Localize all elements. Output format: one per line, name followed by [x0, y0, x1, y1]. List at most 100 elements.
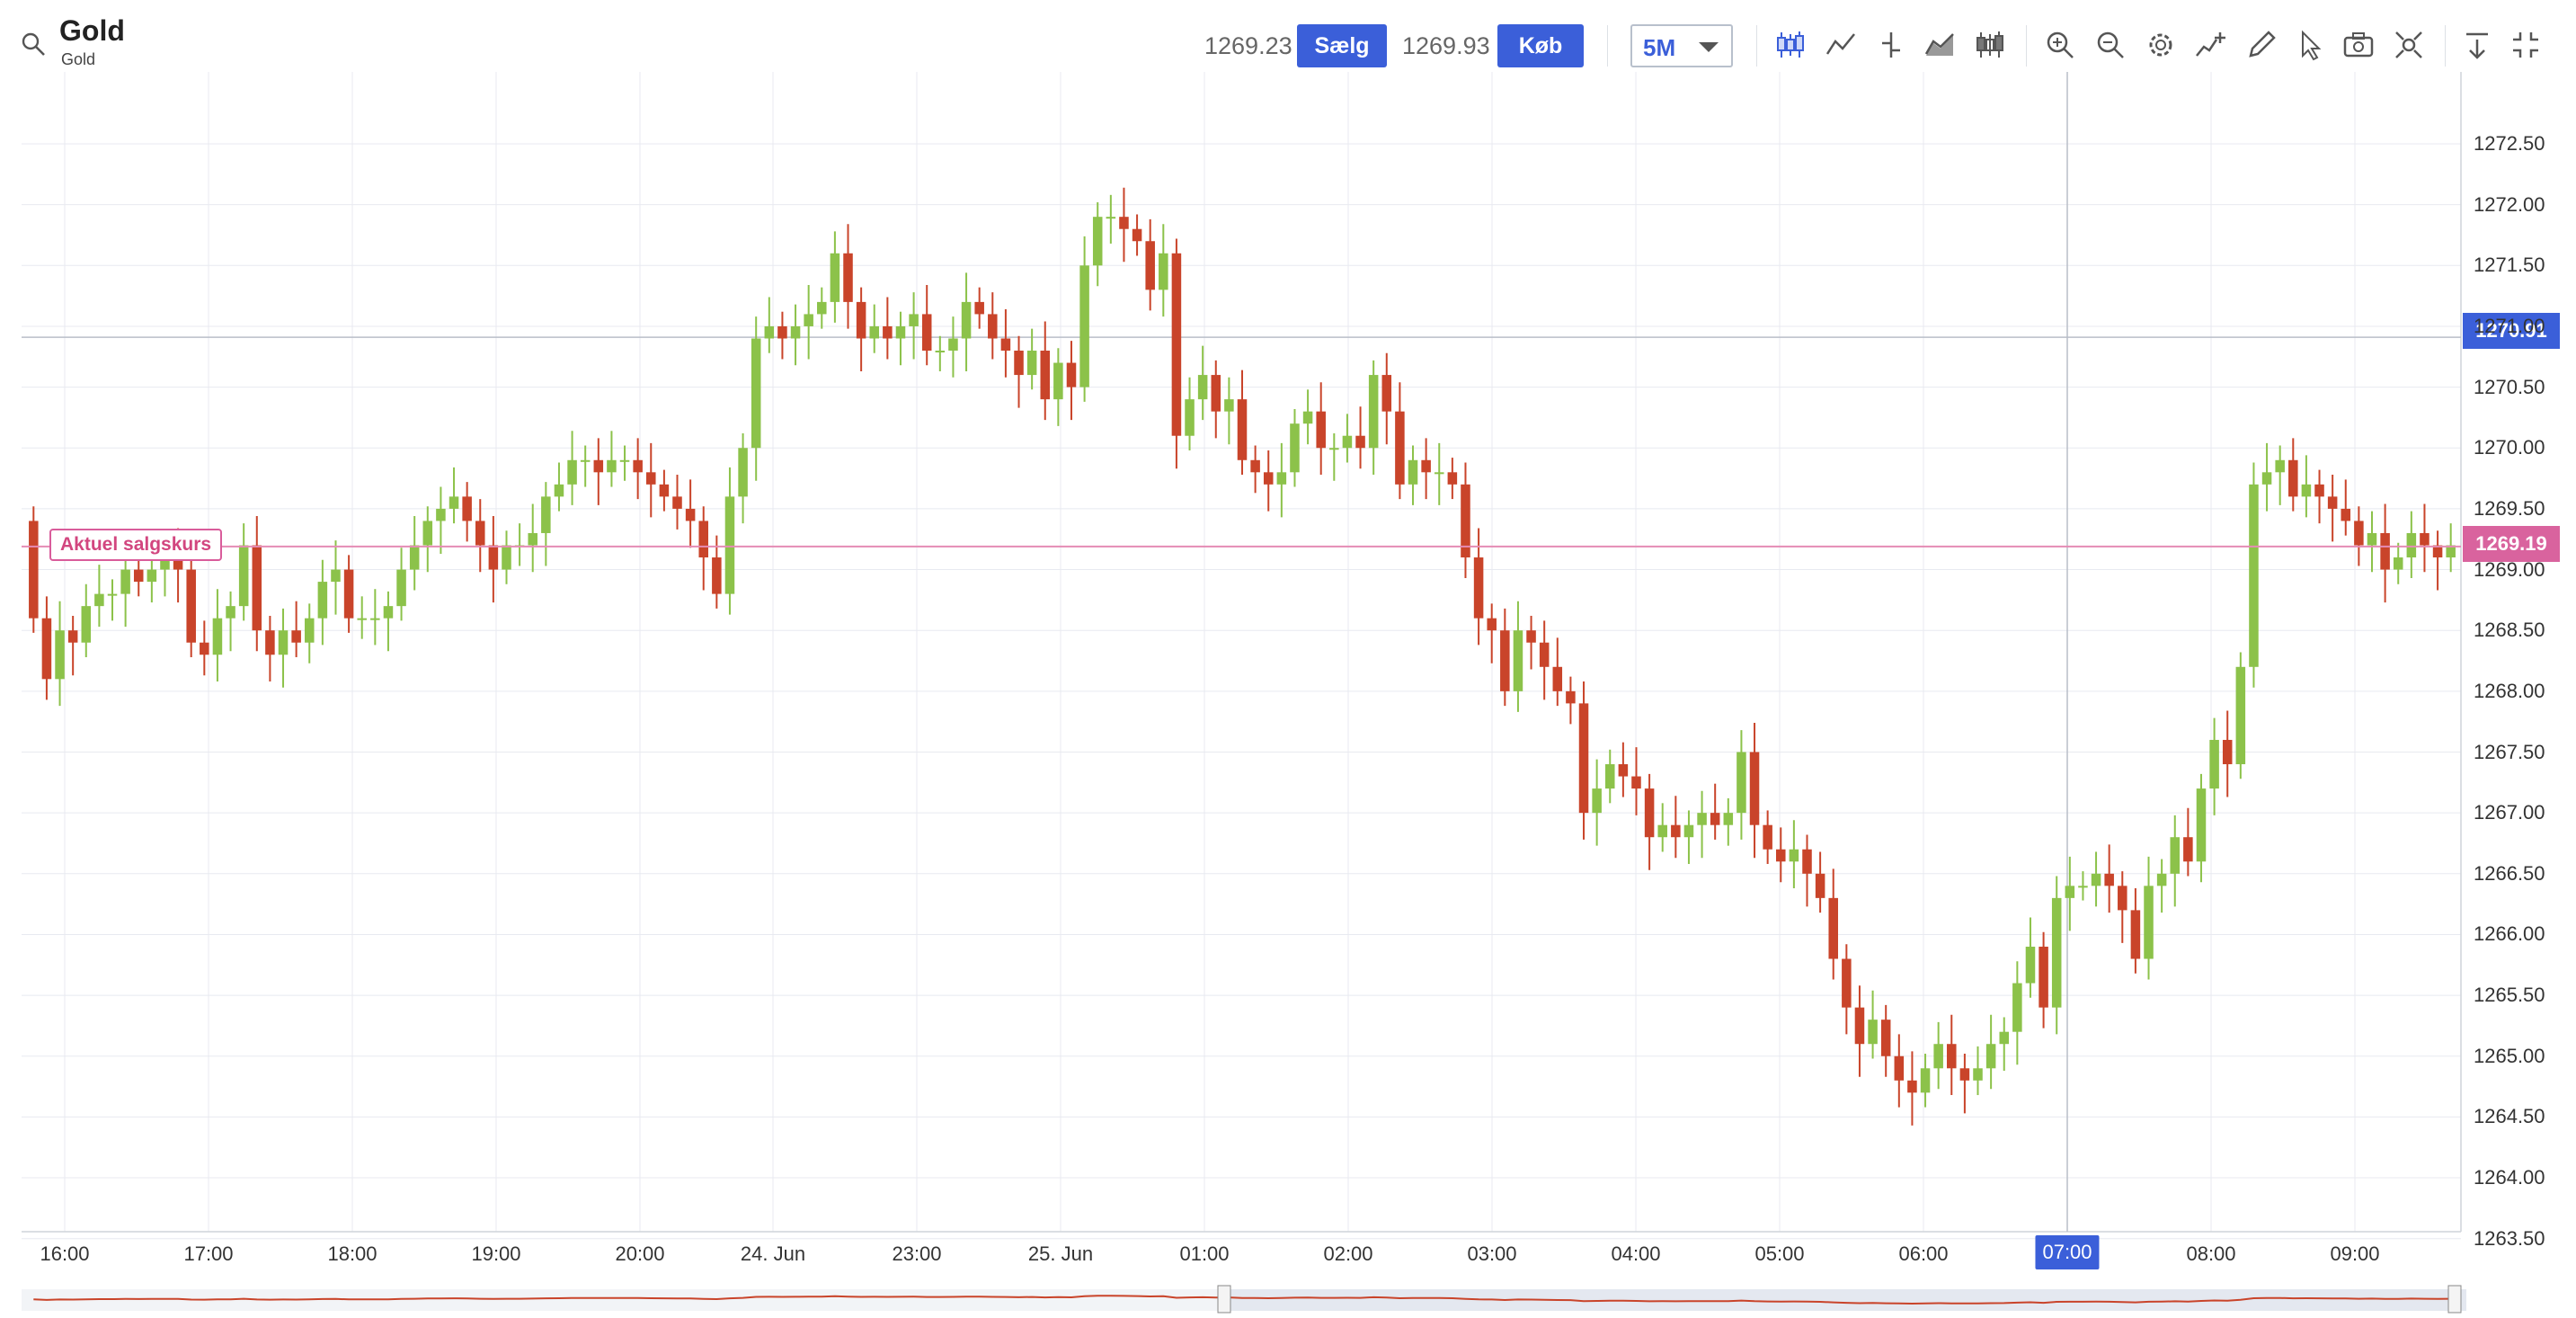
cursor-pointer-icon[interactable] [2292, 27, 2328, 63]
candle-body [528, 532, 537, 546]
candle-body [1842, 958, 1852, 1008]
candle-body [2327, 496, 2338, 509]
y-tick-label: 1265.00 [2474, 1044, 2545, 1067]
buy-button[interactable]: Køb [1497, 24, 1584, 67]
candle-body [988, 314, 998, 339]
candle-body [1381, 375, 1392, 412]
y-tick-label: 1272.00 [2474, 192, 2545, 216]
toolbar-divider [1756, 25, 1757, 67]
candle-body [1828, 897, 1838, 959]
y-tick-label: 1264.00 [2474, 1166, 2545, 1189]
pencil-draw-icon[interactable] [2243, 27, 2279, 63]
candle-body [1657, 824, 1667, 838]
candle-body [1395, 411, 1405, 485]
candle-body [751, 338, 761, 449]
download-icon[interactable] [2459, 27, 2495, 63]
candle-body [2170, 837, 2181, 874]
fullscreen-collapse-icon[interactable] [2508, 27, 2544, 63]
candle-body [2183, 837, 2193, 862]
candle-body [935, 351, 946, 353]
candle-body [1250, 459, 1260, 473]
candle-body [1907, 1080, 1917, 1093]
candle-body [1933, 1044, 1943, 1069]
candle-body [1723, 813, 1734, 825]
candle-body [278, 630, 289, 655]
candle-body [2196, 788, 2207, 862]
candle-body [2144, 886, 2154, 959]
price-chart[interactable] [0, 72, 2576, 1286]
candle-body [1999, 1031, 2010, 1045]
toolbar-divider [2445, 25, 2446, 67]
candle-body [1776, 849, 1786, 862]
current-sell-label: Aktuel salgskurs [49, 529, 223, 561]
candle-body [567, 459, 577, 485]
candle-body [1618, 764, 1629, 777]
x-tick-label: 08:00 [2186, 1242, 2236, 1265]
candle-body [1000, 338, 1011, 352]
zoom-in-icon[interactable] [2042, 27, 2078, 63]
candle-body [1066, 362, 1077, 387]
navigator-right-handle[interactable] [2447, 1285, 2462, 1314]
timeframe-select[interactable]: 5M [1630, 24, 1733, 67]
y-tick-label: 1264.50 [2474, 1105, 2545, 1128]
candle-body [120, 569, 130, 594]
search-icon[interactable] [20, 31, 47, 58]
timeframe-value: 5M [1643, 34, 1676, 61]
y-tick-label: 1265.50 [2474, 984, 2545, 1007]
candle-body [883, 325, 893, 339]
candlestick-icon[interactable] [1772, 27, 1808, 63]
ohlc-bar-icon[interactable] [1873, 27, 1909, 63]
x-tick-label: 06:00 [1898, 1242, 1949, 1265]
candle-body [41, 618, 52, 680]
candle-body [67, 630, 78, 643]
candle-body [2406, 532, 2417, 558]
candle-body [974, 301, 984, 315]
candle-body [1526, 630, 1536, 643]
candle-body [1604, 764, 1615, 789]
indicator-add-icon[interactable] [2193, 27, 2229, 63]
x-tick-label: 19:00 [471, 1242, 521, 1265]
candle-body [475, 521, 485, 546]
crosshair-icon[interactable] [2391, 27, 2427, 63]
candle-body [343, 569, 354, 619]
sell-button[interactable]: Sælg [1297, 24, 1387, 67]
range-navigator[interactable] [22, 1284, 2466, 1314]
candle-body [1421, 459, 1431, 473]
candle-body [1749, 752, 1760, 825]
candle-body [948, 338, 958, 352]
candle-body [1513, 630, 1523, 691]
navigator-series-line [33, 1295, 2451, 1305]
candle-body [1644, 788, 1655, 838]
x-tick-label: 20:00 [615, 1242, 665, 1265]
candle-body [1578, 703, 1589, 814]
candle-body [1868, 1020, 1878, 1045]
candle-body [1461, 484, 1470, 558]
navigator-selection [1226, 1289, 2466, 1311]
candle-body [1815, 873, 1825, 898]
settings-gear-icon[interactable] [2143, 27, 2179, 63]
candle-body [107, 593, 118, 596]
candle-body [1119, 217, 1129, 229]
y-tick-label: 1267.50 [2474, 740, 2545, 763]
candle-body [409, 545, 420, 570]
candle-body [1368, 375, 1379, 449]
candle-body [1880, 1020, 1891, 1056]
candle-body [396, 569, 406, 607]
zoom-out-icon[interactable] [2092, 27, 2128, 63]
camera-snapshot-icon[interactable] [2341, 27, 2376, 63]
hollow-candle-icon[interactable] [1972, 27, 2008, 63]
candle-body [1539, 642, 1550, 667]
sell-price: 1269.23 [1204, 32, 1292, 59]
line-chart-icon[interactable] [1823, 27, 1859, 63]
area-chart-icon[interactable] [1922, 27, 1958, 63]
candle-body [764, 325, 775, 339]
candle-body [226, 606, 235, 619]
navigator-left-handle[interactable] [1217, 1285, 1231, 1314]
candle-body [685, 508, 696, 521]
candle-body [173, 557, 183, 570]
candle-body [1355, 435, 1365, 449]
y-tick-label: 1268.00 [2474, 679, 2545, 702]
candle-body [921, 314, 932, 352]
candle-body [2209, 739, 2219, 789]
candle-body [1737, 752, 1746, 814]
